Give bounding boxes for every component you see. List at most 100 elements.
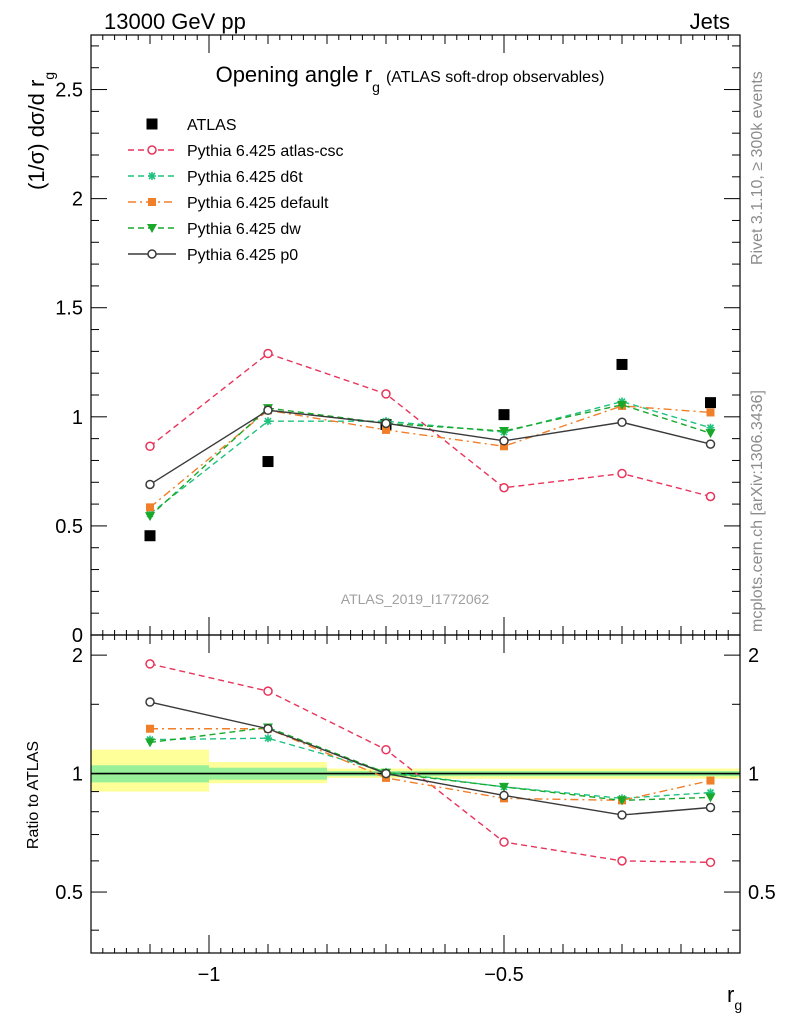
legend-entry-d6t: Pythia 6.425 d6t [128, 169, 303, 186]
point-default-3 [500, 442, 508, 451]
main-y-tick-label: 2.5 [55, 80, 83, 102]
point-p0-0 [145, 479, 155, 490]
ratio-y-tick-label-right: 1 [748, 764, 759, 786]
main-y-tick-label: 2 [72, 189, 83, 211]
series-line-d6t [149, 400, 711, 515]
ratio-line-atlas_csc [149, 663, 711, 864]
main-panel: 0 0.5 1 1.5 2 2.5 [55, 34, 741, 647]
main-y-axis-label: (1/σ) dσ/d rg [24, 72, 57, 190]
series-p0 [145, 405, 716, 490]
legend-entry-data: ATLAS [146, 117, 237, 134]
x-tick-label: −0.5 [484, 964, 523, 986]
ratio-point-p0-0 [145, 697, 155, 707]
main-y-tick-label: 1 [72, 407, 83, 429]
point-atlas_csc-5 [705, 491, 716, 502]
series-atlas_csc [145, 348, 716, 502]
ratio-y-tick-label-left: 2 [72, 645, 83, 667]
point-default-2 [382, 425, 390, 434]
ratio-point-d6t-1 [264, 734, 272, 743]
ratio-panel: 0.5 0.5 1 1 2 2 −1 −0.5 [55, 634, 776, 986]
ratio-point-default-0 [146, 724, 154, 733]
point-dw-3 [499, 427, 509, 436]
point-atlas_csc-4 [617, 468, 627, 479]
ratio-line-default [150, 728, 711, 802]
point-data-5 [705, 397, 716, 409]
point-dw-4 [617, 400, 627, 410]
ratio-y-tick-label-right: 0.5 [748, 882, 776, 904]
point-data-3 [498, 409, 510, 421]
legend-marker-default [148, 198, 156, 206]
x-axis-label: rg [727, 982, 742, 1013]
main-y-tick-label: 0.5 [55, 516, 83, 538]
point-atlas_csc-0 [145, 441, 155, 452]
ratio-y-tick-label-left: 1 [72, 764, 83, 786]
ratio-point-atlas_csc-5 [705, 857, 716, 868]
ratio-point-atlas_csc-2 [381, 744, 391, 755]
ratio-point-p0-3 [499, 790, 509, 801]
x-tick-label: −1 [198, 964, 221, 986]
legend-label-data: ATLAS [187, 117, 237, 134]
legend-entry-atlas_csc: Pythia 6.425 atlas-csc [128, 143, 344, 160]
header-right: Jets [690, 9, 730, 34]
ratio-point-p0-2 [381, 768, 391, 779]
point-p0-5 [705, 439, 716, 449]
rivet-version-label: Rivet 3.1.10, ≥ 300k events [749, 71, 766, 265]
ratio-point-p0-1 [263, 723, 273, 734]
series-line-atlas_csc [149, 352, 711, 498]
point-atlas_csc-3 [499, 482, 509, 493]
ratio-point-p0-4 [617, 810, 627, 820]
point-data-1 [262, 456, 274, 468]
ratio-y-tick-label-right: 2 [748, 645, 759, 667]
ratio-line-p0 [149, 701, 711, 816]
ratio-point-atlas_csc-1 [263, 686, 273, 696]
point-atlas_csc-2 [381, 389, 391, 399]
ratio-point-dw-5 [705, 793, 716, 803]
legend: ATLAS Pythia 6.425 atlas-csc Pythia 6.425 … [128, 117, 344, 264]
series-line-p0 [149, 409, 711, 486]
ratio-y-tick-label-left: 0.5 [55, 882, 83, 904]
header-left: 13000 GeV pp [104, 9, 246, 34]
main-y-tick-label: 1.5 [55, 298, 83, 320]
ratio-point-d6t-5 [706, 788, 715, 797]
point-dw-5 [705, 429, 716, 439]
point-d6t-5 [706, 423, 715, 432]
analysis-watermark: ATLAS_2019_I1772062 [341, 591, 490, 607]
ratio-point-default-5 [706, 776, 715, 785]
mcplots-credit-label: mcplots.cern.ch [arXiv:1306.3436] [749, 390, 766, 632]
main-y-tick-label: 0 [72, 625, 83, 647]
series-default [146, 401, 715, 512]
ratio-panel-frame [90, 634, 741, 954]
legend-entry-default: Pythia 6.425 default [128, 195, 329, 212]
legend-label-atlas_csc: Pythia 6.425 atlas-csc [187, 143, 344, 160]
point-dw-0 [145, 512, 155, 522]
point-p0-3 [499, 436, 509, 446]
ratio-line-dw [149, 726, 711, 802]
ratio-point-atlas_csc-3 [499, 837, 509, 847]
legend-entry-p0: Pythia 6.425 p0 [128, 247, 298, 264]
ratio-point-dw-3 [499, 782, 509, 792]
point-p0-4 [617, 417, 627, 428]
point-default-0 [146, 503, 154, 512]
legend-marker-d6t [148, 172, 156, 180]
ratio-point-atlas_csc-0 [145, 659, 155, 669]
legend-label-dw: Pythia 6.425 dw [187, 221, 301, 238]
point-default-5 [706, 408, 715, 417]
legend-marker-dw [147, 224, 157, 233]
series-d6t [146, 397, 715, 518]
legend-marker-p0 [147, 249, 157, 259]
ratio-series-atlas_csc [145, 659, 716, 868]
ratio-point-p0-5 [705, 802, 716, 813]
ratio-point-dw-0 [145, 738, 155, 748]
ratio-point-atlas_csc-4 [617, 856, 627, 866]
legend-entry-dw: Pythia 6.425 dw [128, 221, 301, 238]
point-p0-2 [381, 418, 391, 429]
point-data-0 [144, 530, 156, 542]
ratio-point-dw-4 [617, 796, 627, 806]
ratio-series-p0 [145, 697, 716, 820]
legend-label-p0: Pythia 6.425 p0 [187, 247, 298, 264]
legend-label-d6t: Pythia 6.425 d6t [187, 169, 303, 186]
legend-marker-atlas_csc [147, 145, 157, 155]
point-d6t-1 [264, 417, 272, 426]
point-data-4 [616, 358, 628, 370]
